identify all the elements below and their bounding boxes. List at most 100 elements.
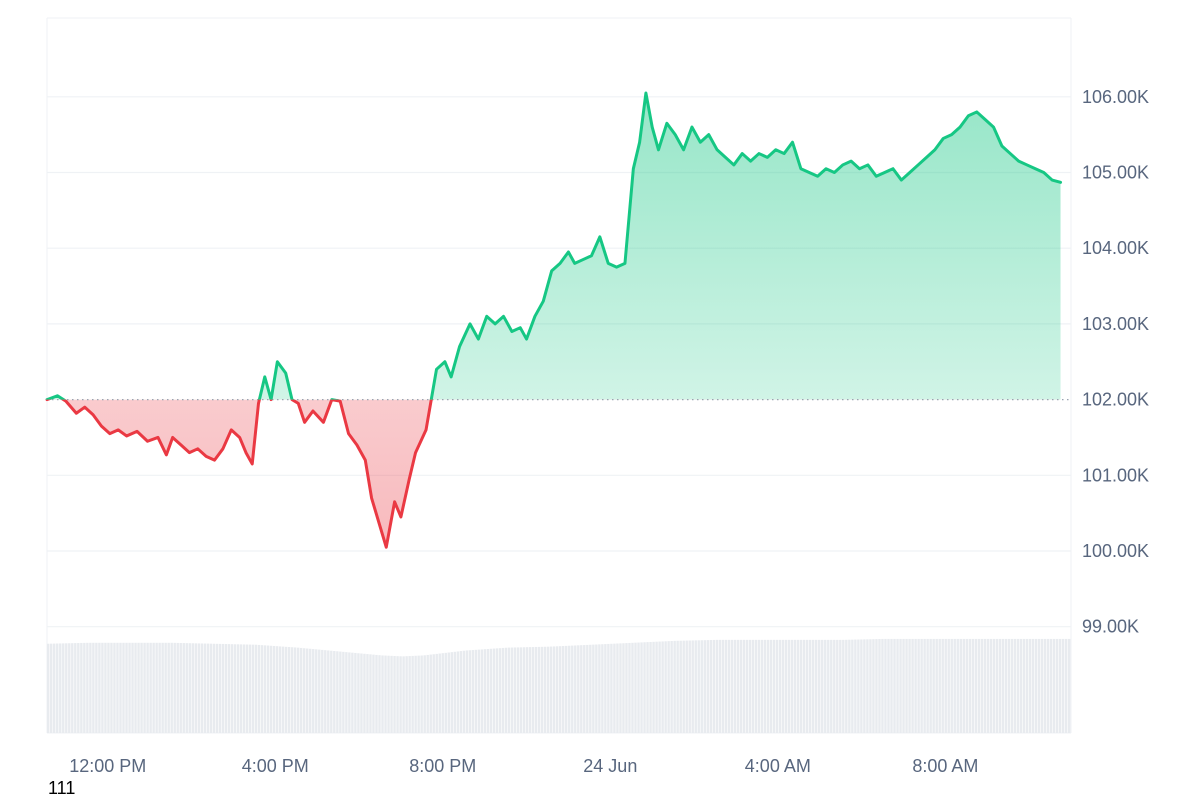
price-line-up <box>45 91 1063 400</box>
volume-bar <box>306 648 309 733</box>
volume-bar <box>760 639 764 733</box>
volume-bar <box>863 639 866 733</box>
volume-bar <box>65 643 68 733</box>
x-axis: 12:00 PM 4:00 PM 8:00 PM 24 Jun 4:00 AM 8:00 … <box>69 756 978 776</box>
volume-bar <box>751 639 755 733</box>
volume-bar <box>456 651 460 733</box>
volume-bar <box>787 639 791 733</box>
volume-bar <box>339 651 342 733</box>
volume-bar <box>778 639 782 733</box>
volume-bar <box>848 639 851 733</box>
volume-bar <box>498 648 502 733</box>
volume-bar <box>1043 638 1047 733</box>
volume-bar <box>565 645 568 733</box>
volume-bar <box>995 638 999 733</box>
volume-bar <box>363 653 366 733</box>
volume-bar <box>272 645 276 733</box>
volume-bar <box>1007 638 1011 733</box>
volume-bar <box>980 638 984 733</box>
volume-bar <box>74 643 77 733</box>
volume-bar <box>399 656 402 733</box>
volume-bar <box>766 639 770 733</box>
volume-bar <box>260 645 264 733</box>
volume-bar <box>604 644 607 733</box>
volume-bar <box>360 653 363 733</box>
volume-bar <box>754 639 758 733</box>
volume-bar <box>1010 638 1014 733</box>
volume-bar <box>251 644 255 733</box>
x-tick-label: 8:00 PM <box>409 756 476 776</box>
volume-bar <box>197 643 200 733</box>
price-lines <box>45 91 1063 549</box>
volume-bar <box>607 643 610 733</box>
volume-bar <box>983 638 987 733</box>
volume-bar <box>869 639 872 733</box>
volume-bar <box>610 643 613 733</box>
volume-bar <box>486 648 490 733</box>
volume-bar <box>583 645 586 733</box>
volume-bar <box>763 639 767 733</box>
y-tick-label: 101.00K <box>1082 465 1149 485</box>
volume-bar <box>908 638 911 733</box>
volume-bar <box>263 645 267 733</box>
volume-bar <box>646 642 649 733</box>
volume-bar <box>745 639 749 733</box>
volume-bar <box>98 642 101 733</box>
volume-bar <box>290 647 294 733</box>
volume-bar <box>685 640 688 733</box>
volume-bar <box>926 638 929 733</box>
volume-bar <box>173 642 176 733</box>
volume-bar <box>257 644 261 733</box>
volume-bar <box>230 644 234 733</box>
volume-bar <box>459 651 463 733</box>
volume-bar <box>977 638 981 733</box>
volume-bar <box>254 644 258 733</box>
volume-bar <box>501 647 505 733</box>
volume-bar <box>77 643 80 733</box>
volume-bar <box>799 639 803 733</box>
volume-bar <box>562 646 565 733</box>
volume-bar <box>640 642 643 733</box>
volume-bar <box>893 638 896 733</box>
volume-bar <box>552 646 556 733</box>
volume-bar <box>525 647 529 733</box>
volume-bar <box>405 656 408 733</box>
volume-bar <box>935 638 938 733</box>
volume-bar <box>622 643 625 733</box>
volume-bar <box>860 639 863 733</box>
volume-bar <box>842 639 845 733</box>
volume-bar <box>504 647 508 733</box>
volume-bar <box>447 652 450 733</box>
volume-bar <box>468 650 472 733</box>
volume-bar <box>917 638 920 733</box>
volume-bar <box>303 648 306 733</box>
volume-bar <box>53 643 56 733</box>
volume-bar <box>236 644 240 733</box>
volume-bar <box>784 639 788 733</box>
volume-bar <box>971 638 975 733</box>
y-tick-label: 106.00K <box>1082 87 1149 107</box>
volume-bar <box>1025 638 1029 733</box>
volume-bar <box>959 638 962 733</box>
x-tick-label: 24 Jun <box>583 756 637 776</box>
volume-bar <box>471 650 475 733</box>
volume-bar <box>1019 638 1023 733</box>
volume-bar <box>802 639 806 733</box>
volume-bar <box>384 655 387 733</box>
volume-bar <box>772 639 776 733</box>
volume-bar <box>333 651 336 733</box>
volume-bar <box>905 638 908 733</box>
volume-bar <box>1031 638 1035 733</box>
volume-bar <box>62 643 65 733</box>
volume-bar <box>149 642 152 733</box>
volume-bar <box>962 638 965 733</box>
volume-bar <box>631 642 634 733</box>
volume-bar <box>200 643 204 733</box>
volume-bar <box>595 644 598 733</box>
volume-bar <box>992 638 996 733</box>
volume-bar <box>667 641 670 733</box>
volume-bar <box>757 639 761 733</box>
volume-bar <box>1040 638 1044 733</box>
volume-bar <box>1052 638 1056 733</box>
volume-bar <box>438 653 441 733</box>
